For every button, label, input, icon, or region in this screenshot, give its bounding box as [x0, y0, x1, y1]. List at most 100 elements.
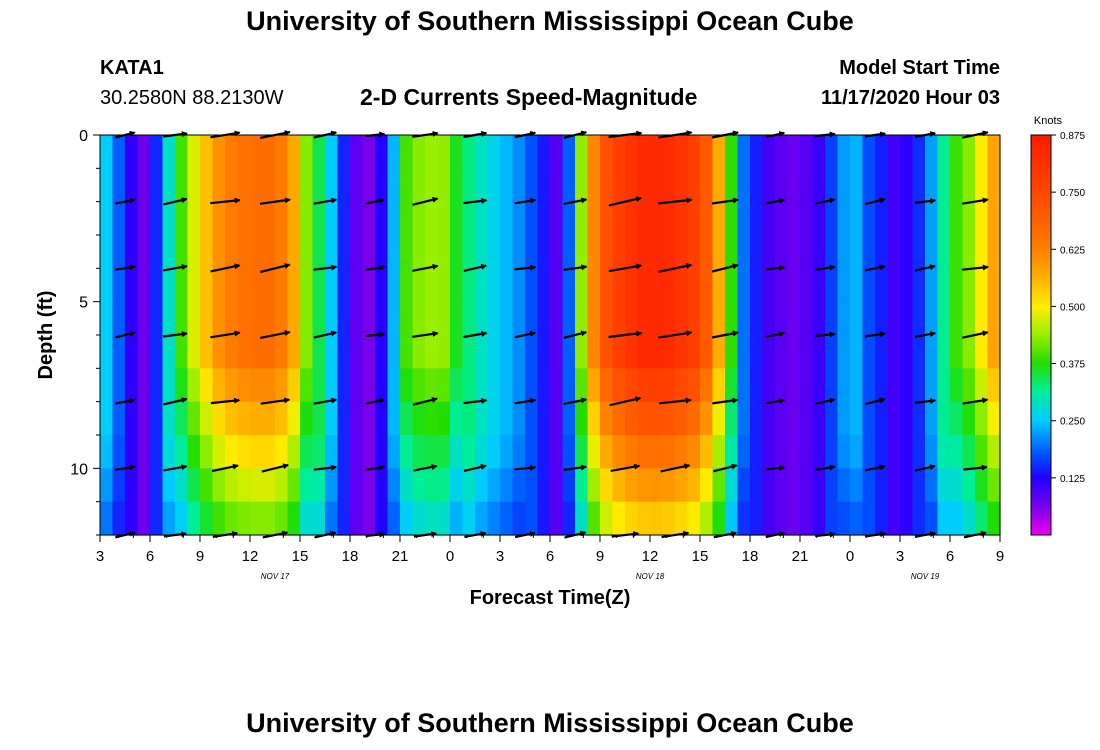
- heatmap-cell: [225, 201, 239, 236]
- heatmap-cell: [675, 168, 689, 203]
- heatmap-cell: [950, 335, 964, 369]
- heatmap-cell: [425, 401, 439, 436]
- heatmap-cell: [750, 368, 764, 403]
- current-vector: [765, 397, 786, 405]
- heatmap-cell: [337, 401, 351, 436]
- heatmap-cell: [875, 468, 889, 503]
- current-vector: [815, 464, 836, 471]
- heatmap-cell: [487, 168, 501, 203]
- heatmap-cell: [337, 468, 351, 503]
- heatmap-cell: [337, 301, 351, 336]
- heatmap-cell: [362, 368, 376, 403]
- heatmap-cell: [837, 201, 851, 236]
- heatmap-cell: [700, 135, 714, 169]
- heatmap-cell: [487, 401, 501, 436]
- heatmap-cell: [575, 168, 589, 203]
- heatmap-cell: [775, 268, 789, 303]
- heatmap-cell: [600, 201, 614, 236]
- heatmap-cell: [300, 435, 314, 469]
- heatmap-cell: [800, 168, 814, 203]
- heatmap-cell: [762, 168, 776, 203]
- heatmap-cell: [400, 201, 414, 236]
- current-vector: [211, 463, 239, 473]
- heatmap-cell: [600, 435, 614, 469]
- heatmap-cell: [862, 201, 876, 236]
- heatmap-cell: [387, 435, 401, 469]
- heatmap-cell: [750, 501, 764, 536]
- heatmap-cell: [125, 335, 139, 369]
- heatmap-cell: [862, 235, 876, 269]
- heatmap-cell: [987, 501, 1001, 536]
- heatmap-cell: [387, 235, 401, 269]
- heatmap-cell: [700, 301, 714, 336]
- heatmap-cell: [600, 168, 614, 203]
- heatmap-cell: [187, 335, 201, 369]
- heatmap-cell: [887, 268, 901, 303]
- heatmap-cell: [775, 368, 789, 403]
- heatmap-cell: [775, 401, 789, 436]
- heatmap-cell: [600, 468, 614, 503]
- colorbar-tick-label: 0.250: [1060, 417, 1085, 428]
- heatmap-cell: [962, 435, 976, 469]
- heatmap-cell: [825, 201, 839, 236]
- heatmap-cell: [125, 468, 139, 503]
- heatmap-cell: [687, 368, 701, 403]
- heatmap-cell: [750, 468, 764, 503]
- heatmap-cell: [300, 135, 314, 169]
- colorbar-tick-label: 0.500: [1060, 302, 1085, 313]
- heatmap-cell: [162, 135, 176, 169]
- heatmap-cell: [875, 368, 889, 403]
- current-vector: [563, 264, 588, 271]
- heatmap-cell: [250, 468, 264, 503]
- heatmap-cell: [137, 268, 151, 303]
- heatmap-cell: [450, 501, 464, 536]
- heatmap-cell: [862, 335, 876, 369]
- heatmap-cell: [612, 301, 626, 336]
- heatmap-cell: [900, 168, 914, 203]
- heatmap-cell: [437, 335, 451, 369]
- heatmap-cell: [812, 368, 826, 403]
- heatmap-cell: [400, 335, 414, 369]
- heatmap-cell: [150, 401, 164, 436]
- heatmap-cell: [287, 235, 301, 269]
- heatmap-cell: [825, 268, 839, 303]
- current-vector: [313, 264, 338, 271]
- heatmap-cell: [112, 401, 126, 436]
- heatmap-cell: [225, 235, 239, 269]
- heatmap-cell: [250, 501, 264, 536]
- heatmap-cell: [200, 201, 214, 236]
- heatmap-cell: [112, 201, 126, 236]
- heatmap-cell: [762, 335, 776, 369]
- heatmap-cell: [662, 501, 676, 536]
- heatmap-cell: [362, 168, 376, 203]
- heatmap-cell: [787, 301, 801, 336]
- heatmap-cell: [612, 401, 626, 436]
- heatmap-cell: [937, 301, 951, 336]
- current-vector: [864, 197, 886, 206]
- heatmap-cell: [150, 435, 164, 469]
- heatmap-cell: [725, 201, 739, 236]
- heatmap-cell: [937, 168, 951, 203]
- heatmap-cell: [512, 235, 526, 269]
- heatmap-cell: [487, 435, 501, 469]
- y-tick-label: 10: [70, 461, 88, 478]
- heatmap-cell: [450, 435, 464, 469]
- heatmap-cell: [625, 368, 639, 403]
- main-title: University of Southern Mississippi Ocean…: [246, 6, 854, 36]
- heatmap-cell: [550, 201, 564, 236]
- current-vector: [514, 330, 537, 339]
- heatmap-cell: [487, 235, 501, 269]
- heatmap-cell: [325, 468, 339, 503]
- heatmap-cell: [962, 335, 976, 369]
- heatmap-cell: [412, 468, 426, 503]
- heatmap-cell: [137, 501, 151, 536]
- heatmap-cell: [387, 268, 401, 303]
- heatmap-cell: [350, 335, 364, 369]
- heatmap-cell: [100, 401, 114, 436]
- heatmap-cell: [712, 135, 726, 169]
- current-vector: [365, 331, 386, 338]
- heatmap-cell: [987, 135, 1001, 169]
- heatmap-cell: [950, 301, 964, 336]
- y-tick-label: 5: [79, 295, 88, 312]
- heatmap-cell: [987, 268, 1001, 303]
